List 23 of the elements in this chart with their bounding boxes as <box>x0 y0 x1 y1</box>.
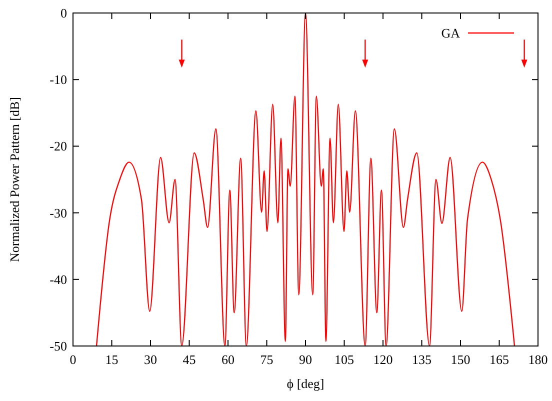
x-tick-label: 180 <box>528 352 548 367</box>
x-tick-label: 165 <box>490 352 509 367</box>
y-tick-label: -40 <box>50 272 67 287</box>
y-tick-label: -30 <box>50 205 67 220</box>
x-tick-label: 45 <box>182 352 196 367</box>
x-tick-label: 0 <box>70 352 76 367</box>
legend-label: GA <box>441 26 461 40</box>
x-tick-label: 120 <box>373 352 393 367</box>
x-tick-label: 75 <box>260 352 274 367</box>
line-series <box>96 13 516 346</box>
y-tick-label: -10 <box>50 72 67 88</box>
y-tick-label: -50 <box>50 338 67 354</box>
x-tick-label: 105 <box>334 352 354 367</box>
x-tick-label: 30 <box>144 352 157 367</box>
x-tick-label: 150 <box>450 352 470 367</box>
y-tick-label: -20 <box>50 138 67 154</box>
y-axis-title: Normalized Power Pattern [dB] <box>7 97 22 262</box>
x-tick-label: 90 <box>299 352 312 367</box>
x-axis-title: ϕ [deg] <box>286 376 324 391</box>
x-tick-label: 15 <box>105 352 118 367</box>
x-tick-label: 60 <box>222 352 234 367</box>
x-tick-label: 135 <box>412 352 432 367</box>
y-tick-label: 0 <box>60 6 67 20</box>
